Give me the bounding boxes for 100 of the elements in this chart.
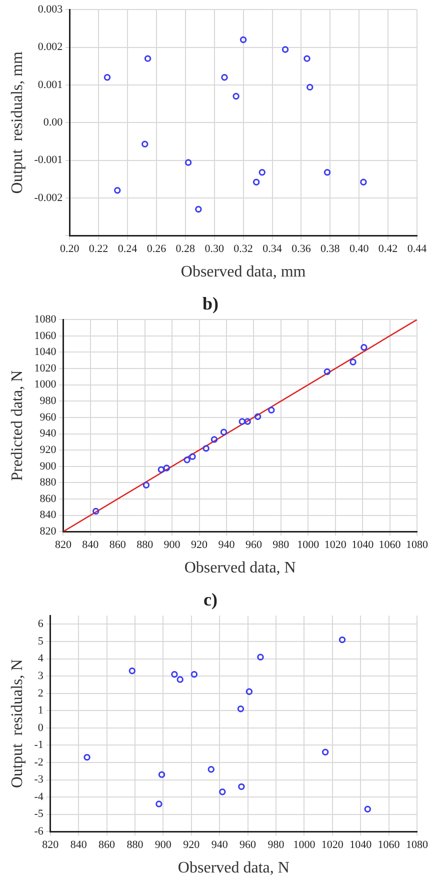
- y-tick-label: 0.003: [38, 3, 64, 16]
- x-tick-label: 900: [154, 839, 172, 852]
- y-tick-label: 900: [40, 460, 57, 472]
- point: [338, 636, 346, 644]
- point: [189, 453, 196, 460]
- point: [190, 671, 198, 678]
- point: [176, 676, 184, 683]
- y-tick-label: 1080: [34, 313, 57, 326]
- x-tick-label: 0.34: [262, 243, 282, 256]
- x-tick-label: 960: [240, 839, 257, 852]
- point: [324, 168, 331, 176]
- point: [360, 178, 367, 186]
- point: [158, 466, 165, 473]
- point: [322, 748, 329, 756]
- x-tick-label: 960: [245, 539, 262, 552]
- point: [360, 344, 368, 351]
- y-tick-label: 0.001: [38, 78, 63, 91]
- y-tick-label: 820: [40, 525, 57, 538]
- y-tick-label: 4: [38, 652, 44, 665]
- x-axis-title: Observed data, N: [178, 860, 290, 877]
- point: [258, 168, 266, 176]
- y-axis-title: Predicted data, N: [8, 370, 26, 481]
- x-tick-label: 0.30: [204, 243, 224, 256]
- point: [232, 92, 240, 100]
- x-tick-label: 940: [218, 539, 236, 552]
- y-tick-label: 880: [40, 476, 57, 489]
- y-tick-label: 980: [40, 395, 57, 408]
- x-tick-label: 0.32: [234, 243, 253, 256]
- x-tick-label: 1040: [350, 839, 372, 852]
- x-tick-label: 0.24: [118, 243, 138, 256]
- y-tick-label: -0.001: [34, 154, 63, 166]
- point: [144, 55, 152, 62]
- y-tick-label: 5: [38, 635, 44, 648]
- y-tick-label: 860: [40, 492, 57, 505]
- point: [257, 654, 264, 660]
- x-tick-label: 920: [191, 539, 208, 552]
- y-tick-label: 1040: [34, 346, 57, 358]
- y-tick-label: 1060: [34, 330, 57, 342]
- point: [128, 668, 136, 674]
- y-tick-label: 0.002: [38, 41, 63, 54]
- point: [252, 178, 260, 186]
- point: [350, 358, 356, 366]
- point: [221, 74, 228, 81]
- x-tick-label: 840: [82, 539, 100, 552]
- y-tick-label: 960: [40, 411, 57, 424]
- point: [208, 766, 214, 773]
- x-tick-label: 1020: [324, 539, 347, 552]
- chart-title: c): [204, 589, 218, 610]
- x-tick-label: 1060: [378, 539, 402, 552]
- point: [171, 671, 178, 678]
- point: [244, 418, 251, 425]
- x-axis-title: Observed data, N: [184, 560, 296, 577]
- y-tick-label: -5: [34, 808, 44, 820]
- point: [156, 800, 162, 808]
- y-tick-label: 1020: [34, 362, 57, 374]
- point: [246, 688, 253, 695]
- x-tick-label: 820: [54, 539, 72, 552]
- point: [142, 140, 148, 148]
- chart-title: b): [202, 293, 219, 314]
- y-tick-label: -1: [34, 739, 44, 752]
- y-tick-label: 920: [40, 444, 57, 456]
- y-tick-label: -3: [34, 774, 44, 786]
- y-tick-label: 3: [38, 670, 44, 682]
- y-tick-label: 1: [38, 704, 44, 717]
- y-tick-label: 2: [38, 687, 44, 700]
- x-tick-label: 0.40: [349, 243, 370, 256]
- point: [254, 413, 262, 420]
- point: [114, 187, 121, 194]
- x-tick-label: 0.20: [60, 243, 80, 256]
- x-tick-label: 0.42: [378, 243, 398, 256]
- point: [268, 406, 275, 414]
- point: [84, 754, 90, 761]
- y-tick-label: 6: [38, 618, 44, 630]
- y-tick-label: 840: [40, 509, 57, 522]
- point: [202, 445, 210, 452]
- x-axis-title: Observed data, mm: [180, 264, 306, 281]
- y-tick-label: 940: [40, 428, 57, 440]
- x-tick-label: 860: [98, 839, 116, 852]
- point: [364, 806, 371, 812]
- x-tick-label: 880: [136, 539, 154, 552]
- x-tick-label: 940: [211, 839, 228, 852]
- point: [142, 482, 150, 488]
- x-tick-label: 880: [126, 839, 144, 852]
- y-axis-title: Output residuals, mm: [8, 50, 26, 194]
- x-tick-label: 980: [272, 539, 290, 552]
- y-tick-label: 0.00: [43, 116, 64, 128]
- x-tick-label: 0.36: [292, 243, 312, 256]
- x-tick-label: 0.22: [88, 243, 108, 256]
- y-tick-label: 1000: [34, 378, 57, 391]
- x-tick-label: 1080: [406, 539, 428, 552]
- x-tick-label: 840: [70, 839, 88, 852]
- point: [220, 428, 228, 436]
- y-tick-label: -6: [34, 825, 44, 838]
- point: [324, 368, 331, 376]
- y-axis-title: Output residuals, N: [8, 658, 26, 788]
- x-tick-label: 860: [109, 539, 126, 552]
- y-tick-label: -0.002: [34, 192, 63, 204]
- point: [104, 74, 111, 81]
- point: [210, 436, 218, 443]
- point: [304, 55, 310, 62]
